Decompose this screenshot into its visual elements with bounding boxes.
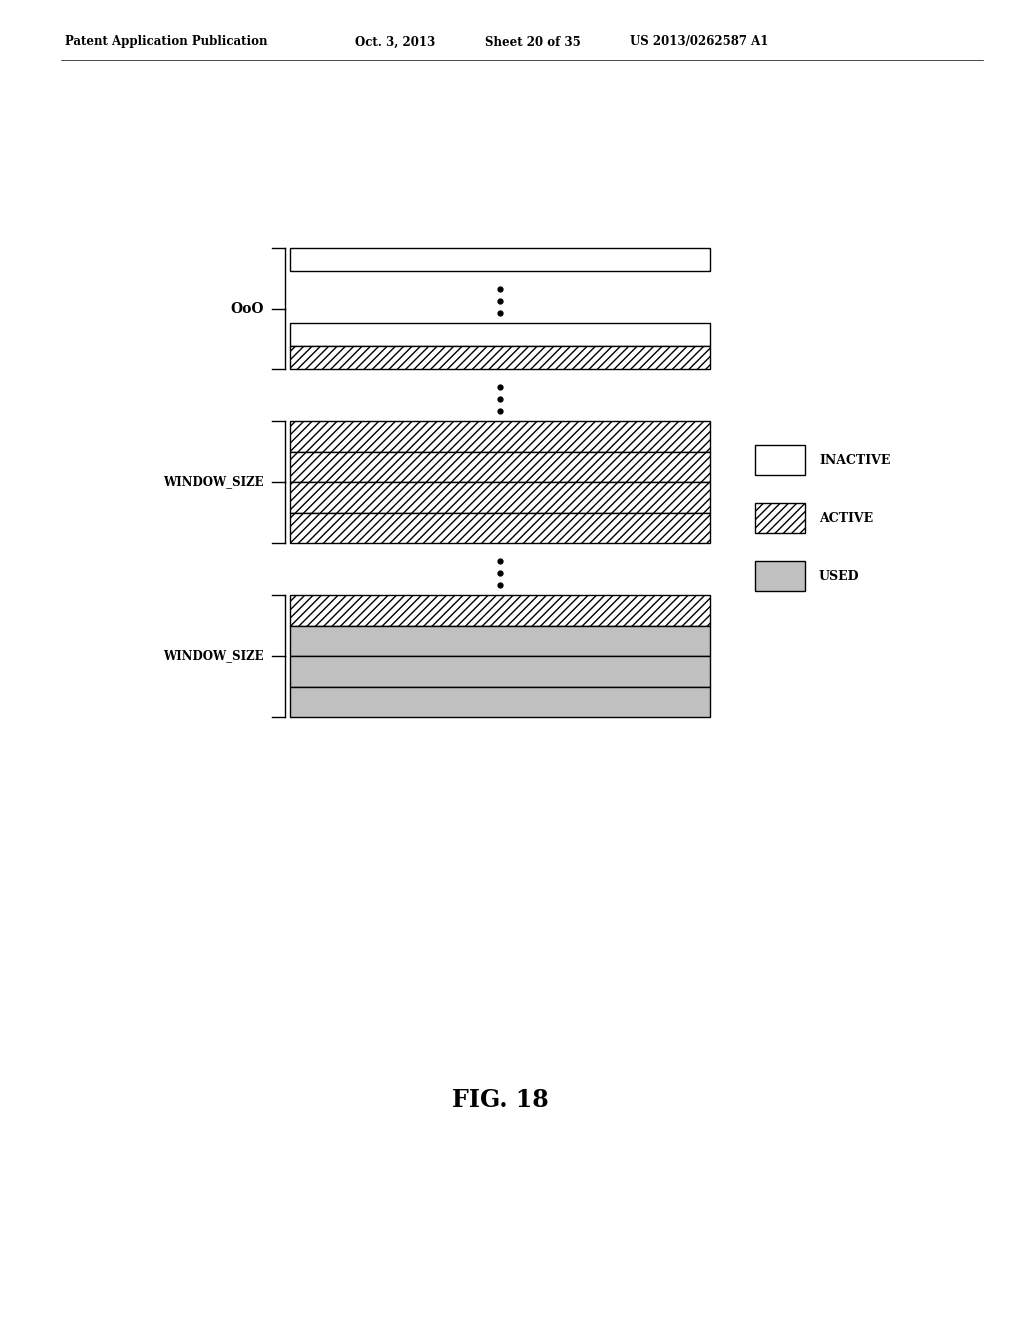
Text: ACTIVE: ACTIVE — [819, 511, 873, 524]
Bar — [290, 512, 710, 543]
Bar — [290, 656, 710, 686]
Text: WINDOW_SIZE: WINDOW_SIZE — [164, 475, 264, 488]
Text: US 2013/0262587 A1: US 2013/0262587 A1 — [630, 36, 768, 49]
Bar — [290, 451, 710, 482]
Text: Sheet 20 of 35: Sheet 20 of 35 — [485, 36, 581, 49]
Bar — [290, 482, 710, 512]
Bar — [290, 346, 710, 370]
Bar — [755, 503, 805, 533]
Bar — [755, 561, 805, 591]
Bar — [755, 445, 805, 475]
Text: Patent Application Publication: Patent Application Publication — [65, 36, 267, 49]
Bar — [290, 451, 710, 482]
Bar — [290, 323, 710, 346]
Bar — [290, 595, 710, 626]
Bar — [290, 512, 710, 543]
Bar — [290, 595, 710, 626]
Text: OoO: OoO — [230, 301, 264, 315]
Bar — [290, 346, 710, 370]
Bar — [290, 421, 710, 451]
Bar — [290, 248, 710, 271]
Text: Oct. 3, 2013: Oct. 3, 2013 — [355, 36, 435, 49]
Bar — [290, 482, 710, 512]
Bar — [755, 503, 805, 533]
Text: FIG. 18: FIG. 18 — [452, 1088, 549, 1111]
Text: USED: USED — [819, 569, 859, 582]
Text: WINDOW_SIZE: WINDOW_SIZE — [164, 649, 264, 663]
Bar — [290, 686, 710, 717]
Bar — [290, 421, 710, 451]
Text: INACTIVE: INACTIVE — [819, 454, 891, 466]
Bar — [290, 626, 710, 656]
